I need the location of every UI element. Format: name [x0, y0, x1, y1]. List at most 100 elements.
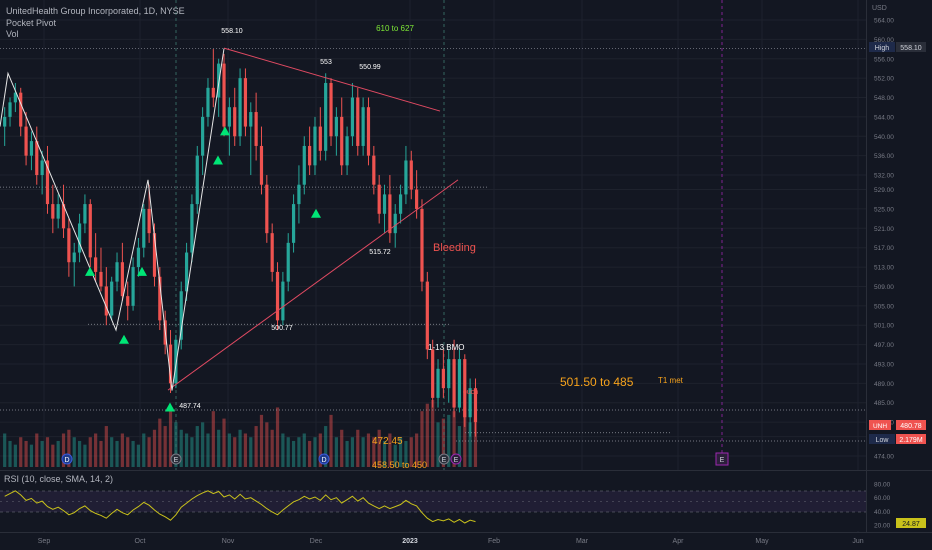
volume-bar: [13, 444, 17, 467]
annotation-bleeding: Bleeding: [433, 242, 476, 254]
price-tick-label: 548.00: [874, 95, 894, 102]
swing-zigzag: [0, 48, 225, 391]
candle-body: [158, 276, 162, 321]
volume-bar: [281, 433, 285, 467]
candle-body: [286, 242, 290, 282]
pocket-pivot-legend: Pocket Pivot: [6, 18, 57, 28]
volume-bar: [217, 429, 221, 467]
high-value-box: [896, 42, 926, 52]
pocket-pivot-triangle: [165, 402, 175, 412]
candle-body: [238, 78, 242, 137]
low-tag: Low 2.179M: [869, 434, 926, 444]
drawings: [0, 47, 459, 391]
candle-body: [334, 116, 338, 137]
candle-body: [313, 126, 317, 166]
candle-body: [120, 262, 124, 297]
earnings-marker-jan[interactable]: [438, 453, 450, 465]
pocket-pivot-triangle: [220, 126, 230, 136]
candle-body: [415, 189, 419, 209]
volume-bar: [404, 440, 408, 467]
rsi-line: [4, 490, 476, 524]
candle-body: [147, 208, 151, 234]
last-price-tag: UNH 480.78: [869, 420, 926, 430]
volume-value-box: [896, 434, 926, 444]
time-tick-label: May: [755, 538, 769, 545]
volume-bar: [334, 437, 338, 467]
time-tick-label: Jun: [852, 538, 863, 545]
volume-bar: [249, 437, 253, 467]
candle-body: [227, 107, 231, 127]
volume-bar: [104, 426, 108, 467]
pocket-pivot-triangle: [85, 266, 95, 276]
volume-bar: [184, 433, 189, 467]
volume-bar: [51, 444, 55, 467]
rsi-tick-label: 80.00: [874, 482, 891, 489]
candle-body: [24, 126, 28, 156]
earnings-marker-past[interactable]: [170, 453, 182, 465]
pocket-pivot-triangle: [119, 334, 129, 344]
guide-lines: [0, 0, 866, 532]
rsi-pane: RSI (10, close, SMA, 14, 2): [0, 470, 932, 531]
volume-bar: [302, 433, 306, 467]
candle-body: [254, 112, 258, 146]
volume-bar: [94, 433, 98, 467]
earnings-marker-upcoming[interactable]: [450, 453, 462, 465]
price-tick-label: 540.00: [874, 134, 894, 141]
volume-bar: [366, 433, 371, 467]
price-tick-label: 509.00: [874, 284, 894, 291]
rsi-axis: 80.00 60.00 40.00 20.00: [874, 482, 891, 530]
dividend-marker-dec-label: D: [321, 457, 326, 464]
price-tick-label: 560.00: [874, 37, 894, 44]
candle-body: [110, 281, 114, 316]
candle-body: [329, 82, 333, 137]
candle-body: [72, 252, 76, 263]
dividend-marker-dec[interactable]: [318, 453, 330, 465]
candle-body: [382, 194, 387, 214]
dividend-marker[interactable]: [61, 453, 73, 465]
volume-bar: [388, 433, 392, 467]
price-tick-label: 485.00: [874, 400, 894, 407]
volume-bar: [45, 437, 50, 467]
candle-body: [409, 160, 413, 190]
candle-body: [291, 204, 296, 243]
volume-bar: [126, 437, 130, 467]
volume-bar: [179, 429, 183, 467]
candle-body: [126, 296, 130, 306]
volume-bar: [29, 444, 34, 467]
volume-bar: [243, 433, 248, 467]
candle-body: [372, 155, 376, 185]
volume-bar: [152, 429, 157, 467]
candle-body: [142, 208, 146, 248]
volume-bar: [99, 440, 103, 467]
annotation-level1: 472.45: [372, 436, 403, 447]
volume-bar: [163, 426, 167, 467]
candle-body: [425, 281, 429, 350]
volume-bar: [201, 422, 205, 467]
low-tag-label: Low: [876, 437, 890, 444]
volume-bar: [313, 437, 317, 467]
high-tag-value: 558.10: [900, 45, 922, 52]
candle-body: [447, 359, 451, 389]
rsi-current-value: 24.87: [902, 521, 920, 528]
earnings-marker-past-label: E: [174, 457, 179, 464]
volume-bar: [168, 407, 173, 467]
volume-bar: [398, 437, 403, 467]
volume-bar: [40, 440, 44, 467]
candle-body: [473, 388, 478, 423]
earnings-marker-apr[interactable]: [715, 452, 729, 466]
volume-bar: [431, 400, 435, 467]
earnings-marker-apr-label: E: [720, 457, 725, 464]
volume-bar: [142, 433, 146, 467]
high-tag: High 558.10: [869, 42, 926, 52]
volume-value: 2.179M: [899, 437, 923, 444]
annotation-500: 500.77: [271, 325, 293, 332]
candle-body: [259, 145, 264, 185]
pocket-pivot-triangle: [311, 208, 321, 218]
volume-bar: [275, 407, 280, 467]
pocket-pivot-triangle: [213, 155, 223, 165]
candle-body: [452, 359, 456, 408]
time-tick-label: Apr: [673, 538, 685, 545]
volume-bar: [35, 433, 39, 467]
volume-bar: [425, 403, 429, 467]
